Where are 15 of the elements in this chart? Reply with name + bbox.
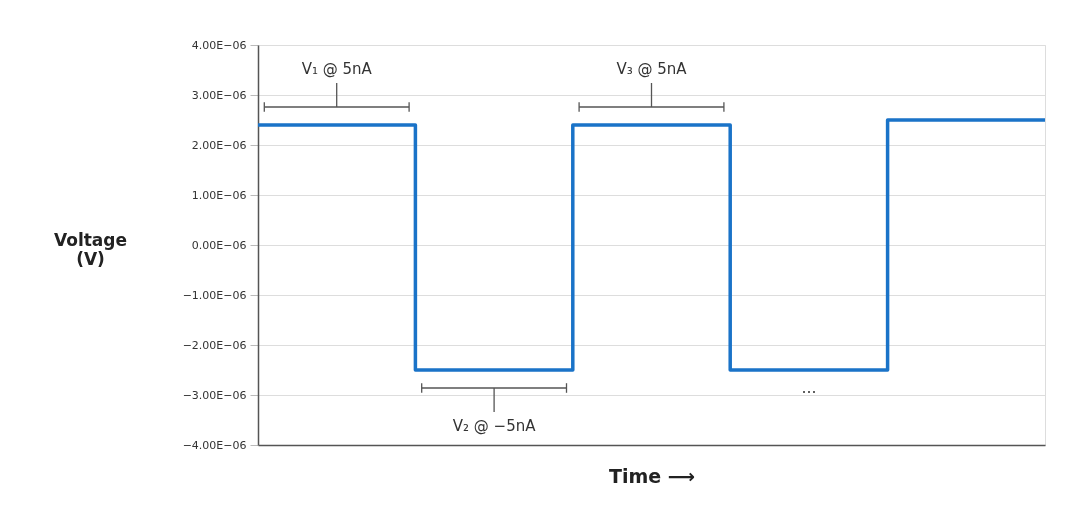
x-axis-title: Time ⟶ <box>608 464 696 487</box>
annotation: V₂ @ −5nA <box>452 417 537 435</box>
y-tick-label: 0.00E−06 <box>191 238 247 252</box>
y-tick-label: −3.00E−06 <box>182 388 247 402</box>
y-tick-label: −2.00E−06 <box>182 338 247 352</box>
annotation: V₃ @ 5nA <box>616 60 688 78</box>
y-tick-label: −1.00E−06 <box>182 288 247 302</box>
y-tick-label: −4.00E−06 <box>182 438 247 452</box>
annotation: … <box>801 379 817 397</box>
y-tick-label: 1.00E−06 <box>191 188 247 202</box>
annotation: V₁ @ 5nA <box>301 60 373 78</box>
y-tick-label: 3.00E−06 <box>191 88 247 102</box>
y-tick-label: 4.00E−06 <box>191 38 247 52</box>
y-axis-title: Voltage (V) <box>53 229 128 269</box>
y-tick-label: 2.00E−06 <box>191 138 247 152</box>
